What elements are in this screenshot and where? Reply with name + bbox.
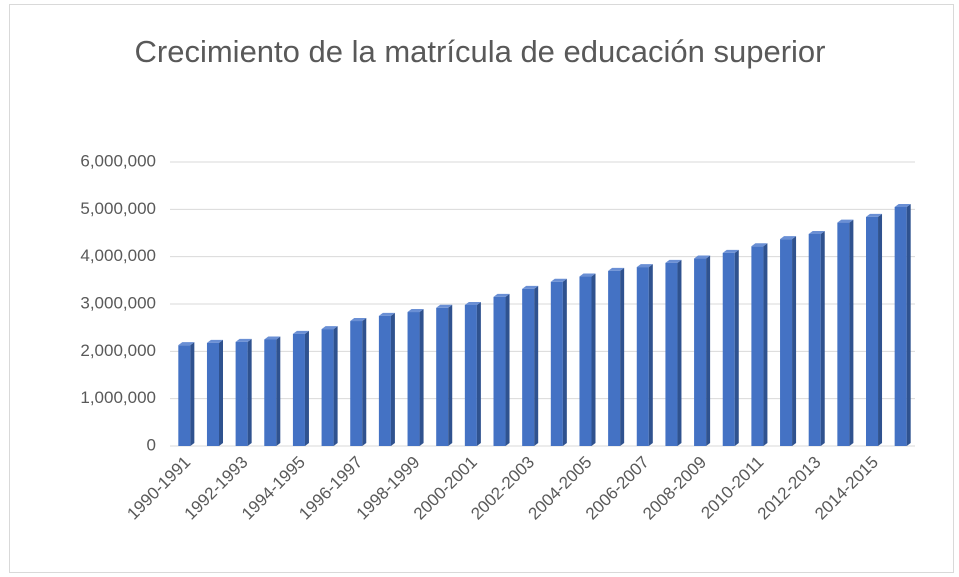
bar-side xyxy=(333,326,338,446)
y-tick-label: 5,000,000 xyxy=(80,199,156,218)
bar-top xyxy=(808,230,825,234)
bar xyxy=(350,321,363,446)
chart-border xyxy=(9,4,954,573)
chart-title: Crecimiento de la matrícula de educación… xyxy=(134,34,826,69)
bar-top xyxy=(636,264,653,268)
bar xyxy=(780,239,793,446)
bar xyxy=(808,233,821,446)
bar-side xyxy=(562,278,567,446)
bar-top xyxy=(522,285,539,289)
bar-side xyxy=(505,293,510,446)
bar-top xyxy=(464,301,481,305)
bar xyxy=(751,246,764,446)
bar-side xyxy=(304,330,309,446)
bar-top xyxy=(894,203,911,207)
bar xyxy=(579,276,592,446)
bar-side xyxy=(820,230,825,446)
bar xyxy=(292,333,305,446)
bar-top xyxy=(178,342,195,346)
bar-side xyxy=(906,203,911,446)
bar-side xyxy=(763,243,768,446)
bar-side xyxy=(476,301,481,446)
bar-top xyxy=(665,259,682,263)
bar xyxy=(235,341,248,446)
bar xyxy=(493,296,506,446)
bar-side xyxy=(648,264,653,446)
y-tick-label: 1,000,000 xyxy=(80,388,156,407)
bar xyxy=(894,206,907,446)
bar-top xyxy=(350,318,367,322)
bar-side xyxy=(849,219,854,446)
bar-side xyxy=(734,249,739,446)
bar xyxy=(665,262,678,446)
bar-side xyxy=(362,318,367,446)
bar-side xyxy=(534,285,539,446)
bar-side xyxy=(620,267,625,446)
bar-side xyxy=(247,338,252,446)
bar-top xyxy=(292,330,309,334)
bar-top xyxy=(579,273,596,277)
bar xyxy=(694,258,707,446)
bar-top xyxy=(264,336,281,340)
bar-side xyxy=(677,259,682,446)
bar-side xyxy=(218,339,223,446)
bar xyxy=(866,216,879,446)
bar-top xyxy=(378,312,395,316)
bar xyxy=(722,252,735,446)
bar xyxy=(321,329,334,446)
bar-top xyxy=(608,267,625,271)
y-tick-label: 3,000,000 xyxy=(80,293,156,312)
bar-top xyxy=(866,213,883,217)
y-tick-label: 0 xyxy=(147,435,156,454)
bar-top xyxy=(407,309,424,313)
bar xyxy=(636,267,649,446)
bar xyxy=(378,315,391,446)
bar-top xyxy=(751,243,768,247)
bar xyxy=(436,307,449,446)
bar-top xyxy=(780,236,797,240)
bar-top xyxy=(436,304,453,308)
bar-top xyxy=(235,338,252,342)
bar-side xyxy=(390,312,395,446)
bar xyxy=(178,345,191,446)
y-tick-label: 2,000,000 xyxy=(80,341,156,360)
bar-side xyxy=(419,309,424,446)
bar-top xyxy=(722,249,739,253)
bar-side xyxy=(878,213,883,446)
bar-side xyxy=(190,342,195,446)
bar-side xyxy=(792,236,797,446)
bar xyxy=(837,222,850,446)
bar xyxy=(464,304,477,446)
bar-side xyxy=(448,304,453,446)
bar-top xyxy=(837,219,854,223)
bar xyxy=(206,342,219,446)
y-tick-label: 4,000,000 xyxy=(80,246,156,265)
bar-side xyxy=(591,273,596,446)
bar-top xyxy=(206,339,223,343)
bar-top xyxy=(694,255,711,259)
bar-top xyxy=(493,293,510,297)
bar-top xyxy=(550,278,567,282)
bar xyxy=(407,312,420,446)
bar xyxy=(550,281,563,446)
y-tick-label: 6,000,000 xyxy=(80,151,156,170)
bar xyxy=(522,288,535,446)
bar-side xyxy=(276,336,281,446)
bar xyxy=(608,270,621,446)
bar-side xyxy=(706,255,711,446)
bar-top xyxy=(321,326,338,330)
bar xyxy=(264,339,277,446)
